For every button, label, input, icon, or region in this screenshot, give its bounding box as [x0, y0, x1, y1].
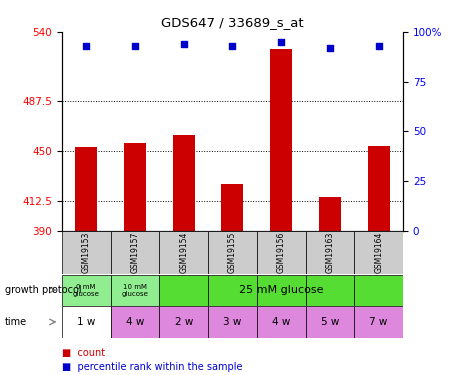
- Bar: [222, 184, 243, 231]
- Bar: [257, 231, 305, 274]
- Bar: [319, 198, 341, 231]
- Point: [131, 43, 139, 49]
- Text: GSM19156: GSM19156: [277, 231, 286, 273]
- Bar: [62, 274, 110, 306]
- Text: GSM19164: GSM19164: [374, 231, 383, 273]
- Text: 0 mM
glucose: 0 mM glucose: [73, 284, 100, 297]
- Point: [326, 45, 333, 51]
- Text: 3 w: 3 w: [223, 317, 242, 327]
- Bar: [257, 306, 305, 338]
- Bar: [305, 231, 354, 274]
- Point: [375, 43, 382, 49]
- Bar: [208, 274, 257, 306]
- Bar: [305, 274, 354, 306]
- Text: growth protocol: growth protocol: [5, 285, 81, 295]
- Text: GSM19163: GSM19163: [326, 231, 334, 273]
- Text: 1 w: 1 w: [77, 317, 95, 327]
- Text: 10 mM
glucose: 10 mM glucose: [121, 284, 148, 297]
- Bar: [124, 143, 146, 231]
- Bar: [110, 274, 159, 306]
- Text: 4 w: 4 w: [126, 317, 144, 327]
- Text: GSM19155: GSM19155: [228, 231, 237, 273]
- Text: GSM19154: GSM19154: [179, 231, 188, 273]
- Bar: [173, 135, 195, 231]
- Text: 25 mM glucose: 25 mM glucose: [239, 285, 323, 295]
- Bar: [208, 306, 257, 338]
- Bar: [159, 306, 208, 338]
- Text: 2 w: 2 w: [174, 317, 193, 327]
- Text: ■  count: ■ count: [62, 348, 105, 358]
- Bar: [270, 49, 292, 231]
- Bar: [305, 306, 354, 338]
- Bar: [354, 231, 403, 274]
- Bar: [110, 306, 159, 338]
- Text: GSM19153: GSM19153: [82, 231, 91, 273]
- Bar: [354, 306, 403, 338]
- Bar: [159, 274, 208, 306]
- Text: time: time: [5, 317, 27, 327]
- Text: 7 w: 7 w: [370, 317, 388, 327]
- Bar: [75, 147, 97, 231]
- Text: ■  percentile rank within the sample: ■ percentile rank within the sample: [62, 362, 242, 372]
- Bar: [368, 146, 390, 231]
- Text: 4 w: 4 w: [272, 317, 290, 327]
- Point: [229, 43, 236, 49]
- Point: [82, 43, 90, 49]
- Bar: [62, 231, 110, 274]
- Text: GSM19157: GSM19157: [131, 231, 139, 273]
- Bar: [62, 306, 110, 338]
- Bar: [159, 231, 208, 274]
- Point: [278, 39, 285, 45]
- Text: 5 w: 5 w: [321, 317, 339, 327]
- Bar: [110, 231, 159, 274]
- Bar: [257, 274, 305, 306]
- Bar: [354, 274, 403, 306]
- Point: [180, 41, 187, 47]
- Title: GDS647 / 33689_s_at: GDS647 / 33689_s_at: [161, 16, 304, 29]
- Bar: [208, 231, 257, 274]
